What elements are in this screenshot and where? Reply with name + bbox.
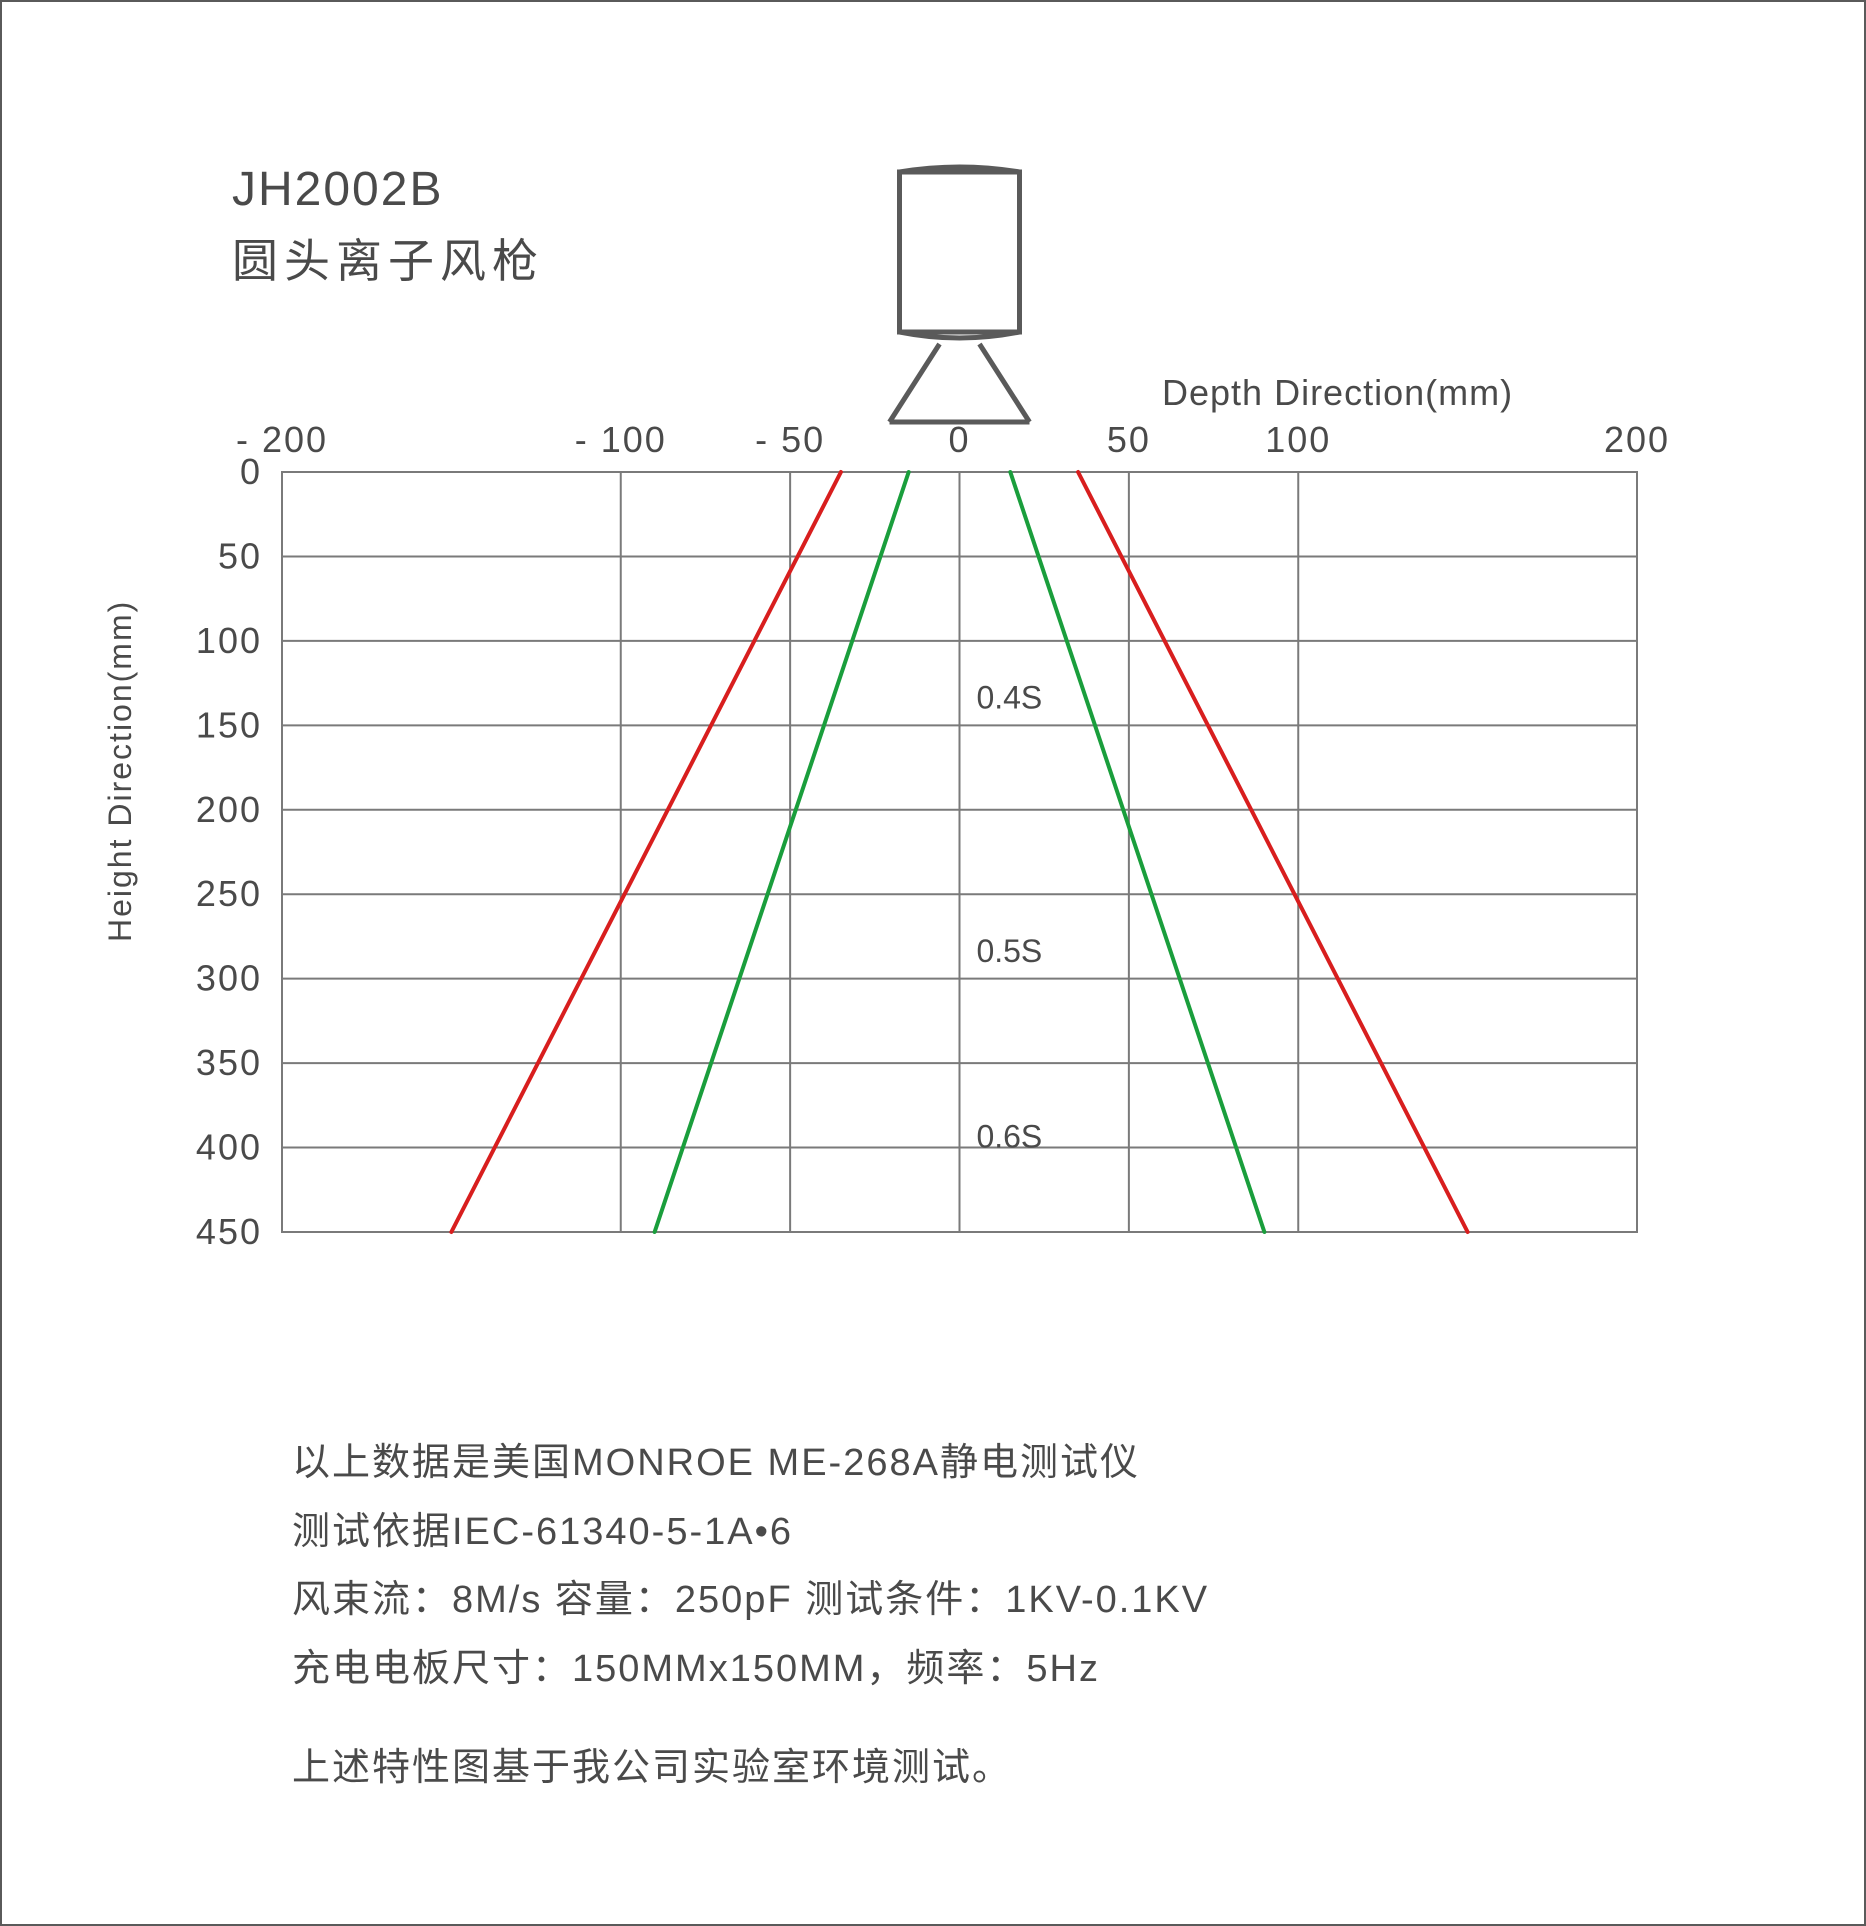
svg-text:- 100: - 100 xyxy=(575,419,667,460)
y-axis-label: Height Direction(mm) xyxy=(102,600,139,942)
svg-text:400: 400 xyxy=(196,1127,262,1168)
svg-text:0.6S: 0.6S xyxy=(976,1119,1042,1155)
svg-text:0.4S: 0.4S xyxy=(976,679,1042,715)
svg-text:50: 50 xyxy=(1107,419,1151,460)
svg-text:0.5S: 0.5S xyxy=(976,933,1042,969)
footer-line-1: 以上数据是美国MONROE ME-268A静电测试仪 xyxy=(292,1432,1209,1495)
svg-text:450: 450 xyxy=(196,1211,262,1252)
footer-line-3: 风束流：8M/s 容量：250pF 测试条件：1KV-0.1KV xyxy=(292,1569,1209,1632)
footer-line-5: 上述特性图基于我公司实验室环境测试。 xyxy=(292,1737,1209,1800)
svg-text:0: 0 xyxy=(240,451,262,492)
svg-text:250: 250 xyxy=(196,873,262,914)
svg-text:300: 300 xyxy=(196,958,262,999)
footer-line-4: 充电电板尺寸：150MMx150MM，频率：5Hz xyxy=(292,1638,1209,1701)
svg-text:200: 200 xyxy=(1604,419,1670,460)
svg-text:- 50: - 50 xyxy=(755,419,825,460)
svg-text:100: 100 xyxy=(196,620,262,661)
svg-text:150: 150 xyxy=(196,704,262,745)
chart-svg: - 200- 100- 5005010020005010015020025030… xyxy=(152,142,1752,1392)
svg-text:50: 50 xyxy=(218,535,262,576)
svg-text:350: 350 xyxy=(196,1042,262,1083)
svg-text:100: 100 xyxy=(1265,419,1331,460)
svg-text:0: 0 xyxy=(948,419,970,460)
svg-text:200: 200 xyxy=(196,789,262,830)
footer-text: 以上数据是美国MONROE ME-268A静电测试仪 测试依据IEC-61340… xyxy=(292,1432,1209,1805)
page-frame: JH2002B 圆头离子风枪 Depth Direction(mm) Heigh… xyxy=(0,0,1866,1926)
footer-line-2: 测试依据IEC-61340-5-1A•6 xyxy=(292,1501,1209,1564)
